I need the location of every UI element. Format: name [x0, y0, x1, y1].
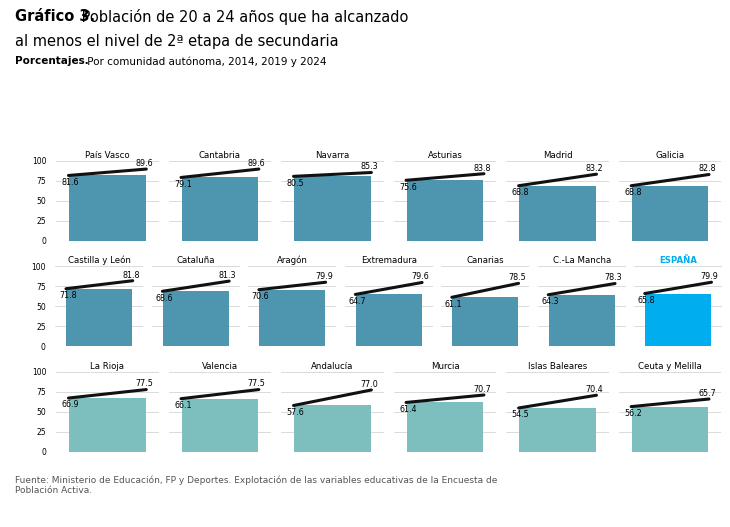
Text: Fuente: Ministerio de Educación, FP y Deportes. Explotación de las variables edu: Fuente: Ministerio de Educación, FP y De…: [15, 475, 497, 495]
Text: 71.8: 71.8: [59, 291, 77, 300]
Text: 78.3: 78.3: [604, 274, 622, 282]
Title: Navarra: Navarra: [315, 151, 350, 160]
Bar: [631, 407, 709, 452]
Title: Valencia: Valencia: [202, 362, 238, 371]
Text: 81.6: 81.6: [62, 178, 80, 187]
Title: Cantabria: Cantabria: [199, 151, 241, 160]
Bar: [519, 186, 596, 241]
Title: Extremadura: Extremadura: [361, 256, 417, 266]
Text: 61.1: 61.1: [445, 300, 462, 309]
Text: 77.0: 77.0: [361, 380, 378, 389]
Title: Asturias: Asturias: [428, 151, 462, 160]
Text: 68.6: 68.6: [155, 294, 173, 302]
Text: 68.8: 68.8: [624, 188, 642, 197]
Title: C.-La Mancha: C.-La Mancha: [553, 256, 611, 266]
Text: 66.1: 66.1: [174, 401, 192, 410]
Text: 77.5: 77.5: [248, 379, 266, 388]
Text: 77.5: 77.5: [135, 379, 153, 388]
Text: 61.4: 61.4: [399, 405, 417, 414]
Bar: [182, 399, 258, 452]
Text: 64.3: 64.3: [542, 297, 558, 306]
Bar: [645, 294, 711, 346]
Text: 81.3: 81.3: [219, 271, 236, 280]
Text: 79.6: 79.6: [412, 272, 429, 281]
Text: 79.1: 79.1: [174, 180, 192, 189]
Text: Porcentajes.: Porcentajes.: [15, 56, 88, 66]
Text: 70.4: 70.4: [585, 385, 603, 394]
Bar: [453, 297, 518, 346]
Bar: [69, 398, 146, 452]
Text: 54.5: 54.5: [512, 411, 529, 419]
Title: Galicia: Galicia: [656, 151, 685, 160]
Bar: [294, 177, 371, 241]
Text: 70.6: 70.6: [252, 292, 269, 301]
Title: ESPAÑA: ESPAÑA: [659, 256, 697, 266]
Title: Canarias: Canarias: [466, 256, 504, 266]
Text: 79.9: 79.9: [701, 272, 718, 281]
Text: 85.3: 85.3: [361, 162, 378, 171]
Title: La Rioja: La Rioja: [91, 362, 124, 371]
Title: Aragón: Aragón: [277, 256, 308, 266]
Title: Castilla y León: Castilla y León: [68, 256, 131, 266]
Text: 66.9: 66.9: [62, 401, 80, 409]
Bar: [163, 291, 228, 346]
Text: 65.8: 65.8: [638, 296, 656, 305]
Text: 57.6: 57.6: [287, 408, 304, 417]
Title: Islas Baleares: Islas Baleares: [528, 362, 587, 371]
Text: 83.8: 83.8: [473, 163, 491, 172]
Text: Gráfico 3.: Gráfico 3.: [15, 9, 95, 24]
Bar: [549, 295, 615, 346]
Title: Cataluña: Cataluña: [177, 256, 215, 266]
Text: 56.2: 56.2: [624, 409, 642, 418]
Text: 80.5: 80.5: [287, 179, 304, 188]
Title: País Vasco: País Vasco: [85, 151, 130, 160]
Title: Andalucía: Andalucía: [311, 362, 353, 371]
Bar: [66, 289, 132, 346]
Text: 65.7: 65.7: [698, 389, 716, 398]
Text: 70.7: 70.7: [473, 385, 491, 394]
Text: 64.7: 64.7: [348, 297, 366, 306]
Title: Murcia: Murcia: [431, 362, 459, 371]
Bar: [69, 175, 146, 241]
Text: 83.2: 83.2: [585, 164, 603, 173]
Text: 82.8: 82.8: [698, 164, 715, 173]
Title: Madrid: Madrid: [542, 151, 572, 160]
Bar: [356, 295, 422, 346]
Bar: [407, 180, 483, 241]
Text: 89.6: 89.6: [136, 159, 153, 168]
Text: 81.8: 81.8: [122, 270, 139, 279]
Bar: [631, 186, 709, 241]
Text: 68.8: 68.8: [512, 188, 529, 197]
Bar: [294, 405, 371, 452]
Text: 75.6: 75.6: [399, 183, 417, 192]
Text: Por comunidad autónoma, 2014, 2019 y 2024: Por comunidad autónoma, 2014, 2019 y 202…: [84, 56, 326, 67]
Text: 78.5: 78.5: [508, 273, 526, 282]
Text: Población de 20 a 24 años que ha alcanzado: Población de 20 a 24 años que ha alcanza…: [77, 9, 408, 25]
Bar: [519, 408, 596, 452]
Text: al menos el nivel de 2ª etapa de secundaria: al menos el nivel de 2ª etapa de secunda…: [15, 34, 338, 49]
Bar: [182, 178, 258, 241]
Bar: [407, 403, 483, 452]
Text: 79.9: 79.9: [315, 272, 333, 281]
Bar: [259, 290, 325, 346]
Text: 89.6: 89.6: [248, 159, 266, 168]
Title: Ceuta y Melilla: Ceuta y Melilla: [638, 362, 702, 371]
